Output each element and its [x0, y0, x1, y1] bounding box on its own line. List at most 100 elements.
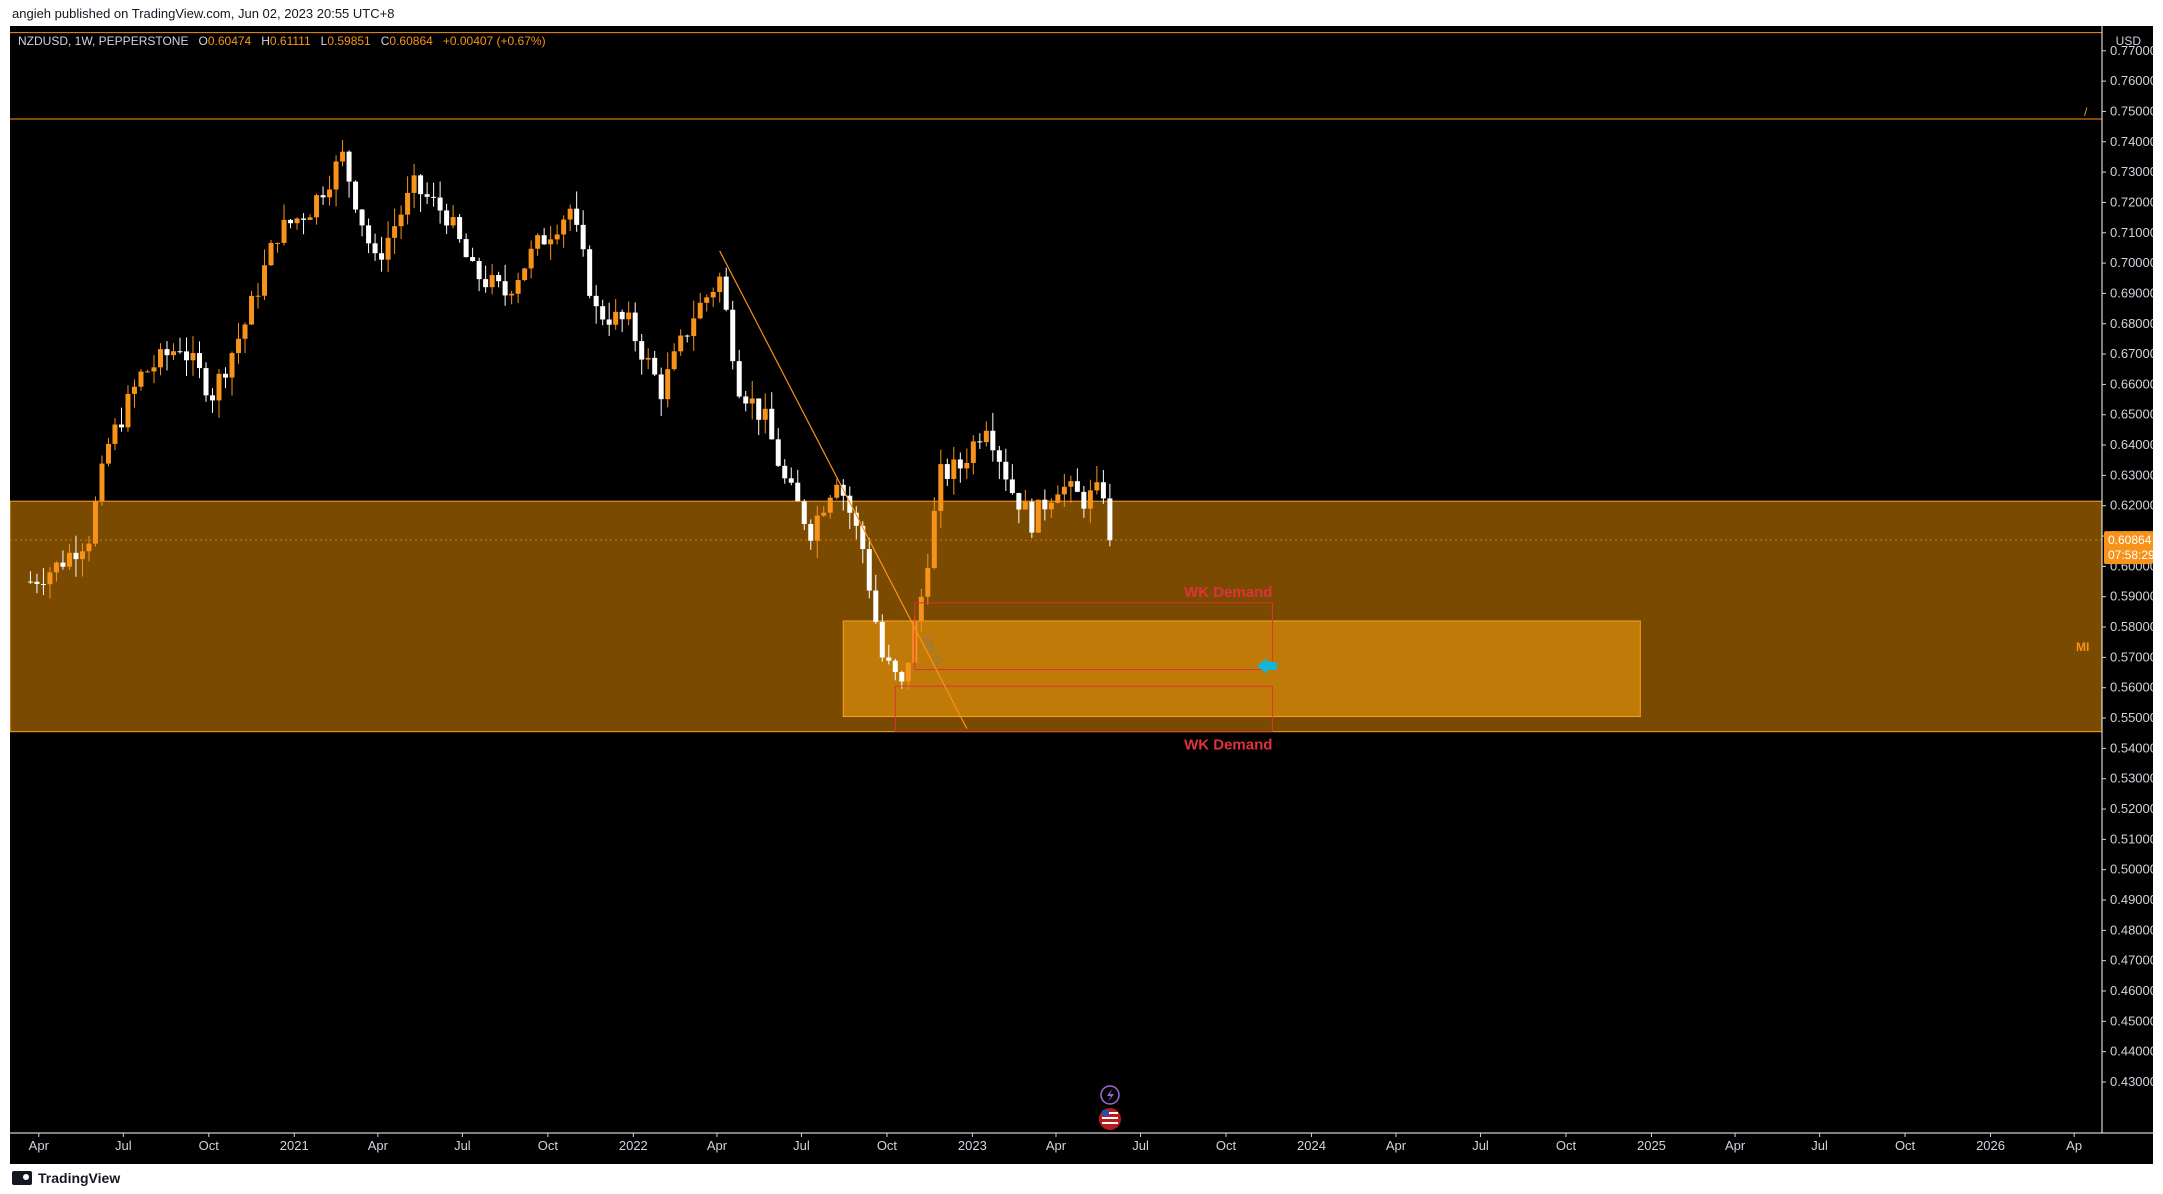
- candle-body: [294, 218, 300, 224]
- candle-body: [795, 482, 801, 502]
- time-tick-label: Jul: [454, 1138, 471, 1153]
- candle-body: [457, 217, 463, 240]
- close-value: 0.60864: [389, 34, 433, 48]
- price-tick-label: 0.53000: [2110, 771, 2153, 786]
- tradingview-logo[interactable]: TradingView: [12, 1170, 120, 1186]
- candle-body: [60, 562, 66, 567]
- time-tick-label: Jul: [1132, 1138, 1149, 1153]
- zones-layer: [10, 500, 2103, 733]
- candle-body: [684, 335, 690, 337]
- candle-body: [444, 210, 450, 226]
- chart-area[interactable]: WK Demand WK Demand MN TL 0.77000 0.76000…: [10, 26, 2153, 1164]
- chart-canvas[interactable]: WK Demand WK Demand MN TL 0.770000.76000…: [10, 26, 2153, 1164]
- candle-body: [1100, 482, 1106, 499]
- candle-body: [996, 450, 1002, 462]
- candle-body: [1009, 479, 1015, 494]
- demand-label-bottom: WK Demand: [1184, 737, 1272, 754]
- candle-body: [359, 209, 365, 226]
- candle-body: [1074, 481, 1080, 492]
- candle-body: [944, 464, 950, 479]
- candle-body: [255, 295, 261, 297]
- candle-body: [249, 295, 255, 325]
- price-tick-label: 0.66000: [2110, 376, 2153, 391]
- time-tick-label: 2024: [1297, 1138, 1326, 1153]
- candle-body: [769, 408, 775, 440]
- candle-body: [73, 552, 79, 560]
- current-price-tag: 0.60864 07:58:29: [2104, 531, 2153, 565]
- open-label: O: [198, 34, 208, 48]
- us-flag-event-icon[interactable]: [1099, 1108, 1121, 1130]
- candle-body: [379, 253, 385, 260]
- price-tick-label: 0.68000: [2110, 316, 2153, 331]
- time-tick-label: 2026: [1976, 1138, 2005, 1153]
- shift-arrow-icon: [1257, 658, 1277, 674]
- candle-body: [567, 208, 573, 220]
- time-tick-label: Ap: [2066, 1138, 2082, 1153]
- candle-body: [860, 525, 866, 550]
- price-tick-label: 0.47000: [2110, 953, 2153, 968]
- demand-box: [894, 685, 1273, 733]
- candle-body: [288, 219, 294, 224]
- candle-body: [1055, 494, 1061, 503]
- time-tick-label: Jul: [1811, 1138, 1828, 1153]
- price-tick-label: 0.59000: [2110, 589, 2153, 604]
- publish-header: angieh published on TradingView.com, Jun…: [0, 0, 2163, 26]
- candle-body: [964, 462, 970, 469]
- time-tick-label: 2021: [280, 1138, 309, 1153]
- brand-name: TradingView: [38, 1170, 121, 1186]
- candle-body: [587, 249, 593, 296]
- candle-body: [1022, 501, 1028, 510]
- candle-body: [125, 393, 131, 428]
- price-tick-label: 0.50000: [2110, 862, 2153, 877]
- price-tick-label: 0.54000: [2110, 740, 2153, 755]
- time-tick-label: 2023: [958, 1138, 987, 1153]
- candle-body: [509, 293, 515, 296]
- change-value: +0.00407 (+0.67%): [442, 34, 546, 48]
- time-tick-label: Oct: [1556, 1138, 1577, 1153]
- candle-body: [808, 524, 814, 541]
- symbol-label[interactable]: NZDUSD, 1W, PEPPERSTONE: [18, 34, 189, 48]
- price-tick-label: 0.52000: [2110, 801, 2153, 816]
- high-value: 0.61111: [269, 34, 311, 48]
- candle-body: [346, 151, 352, 182]
- candle-body: [1042, 499, 1048, 510]
- candle-body: [658, 374, 664, 400]
- candle-body: [528, 248, 534, 269]
- tradingview-logo-icon: [12, 1171, 32, 1185]
- candle-body: [1003, 461, 1009, 480]
- time-axis[interactable]: Apr Jul Oct 2021 Apr Jul Oct 2022 Apr Jul Oct 2023 A…: [10, 1132, 2153, 1164]
- candle-body: [626, 312, 632, 320]
- time-tick-label: Oct: [199, 1138, 220, 1153]
- price-tick-label: 0.72000: [2110, 194, 2153, 209]
- candle-body: [853, 512, 859, 526]
- candle-body: [873, 590, 879, 622]
- current-price-label: 0.60864: [2108, 533, 2152, 547]
- offscreen-label-mid: MI: [2076, 640, 2089, 654]
- candle-body: [704, 297, 710, 303]
- candle-body: [691, 318, 697, 337]
- event-lightning-icon[interactable]: [1100, 1085, 1120, 1105]
- candle-body: [886, 657, 892, 661]
- time-tick-label: Apr: [368, 1138, 389, 1153]
- candle-body: [613, 311, 619, 325]
- time-tick-label: Jul: [1472, 1138, 1489, 1153]
- price-axis[interactable]: 0.77000 0.76000 0.75000 0.74000 0.73000 0.720…: [2101, 26, 2153, 1164]
- candle-body: [866, 549, 872, 591]
- price-tick-label: 0.62000: [2110, 498, 2153, 513]
- candle-body: [522, 268, 528, 281]
- low-label: L: [320, 34, 328, 48]
- candle-body: [619, 311, 625, 320]
- price-tick-label: 0.74000: [2110, 134, 2153, 149]
- candle-body: [723, 276, 729, 310]
- candle-body: [216, 373, 222, 401]
- candle-body: [574, 208, 580, 225]
- candle-body: [138, 371, 144, 387]
- time-tick-label: Apr: [29, 1138, 50, 1153]
- demand-box: [914, 602, 1273, 671]
- time-tick-label: 2022: [619, 1138, 648, 1153]
- candle-body: [580, 224, 586, 250]
- price-tick-label: 0.58000: [2110, 619, 2153, 634]
- candle-body: [931, 510, 937, 569]
- price-tick-label: 0.71000: [2110, 225, 2153, 240]
- candle-body: [340, 151, 346, 162]
